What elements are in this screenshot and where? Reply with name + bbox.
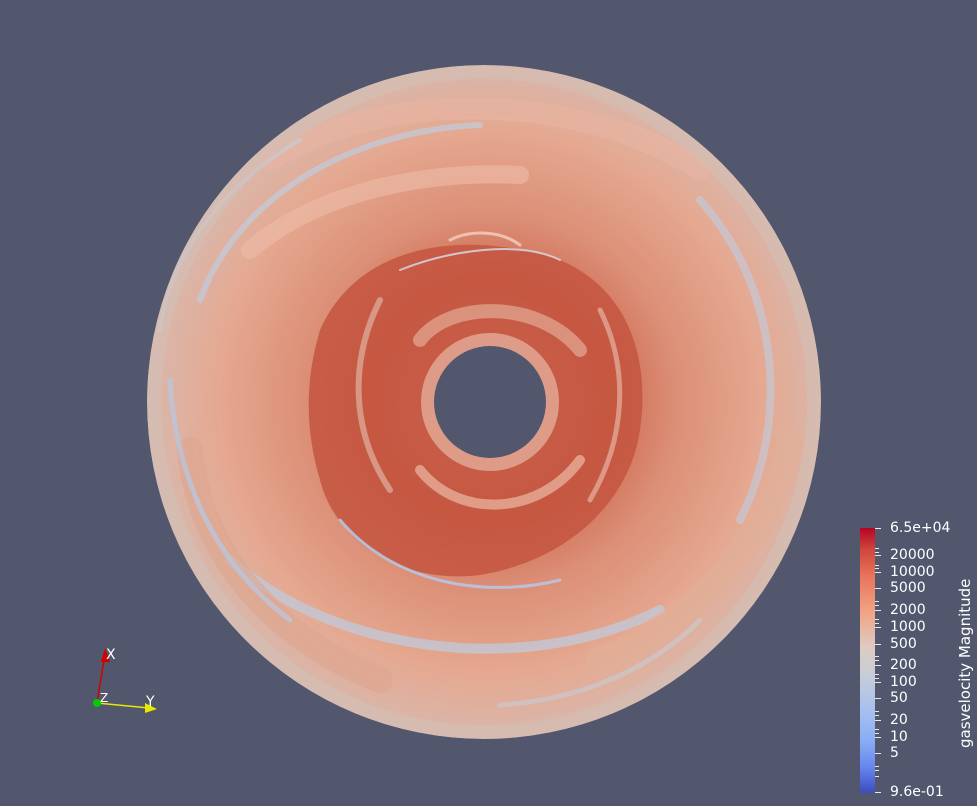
x-axis-line [96, 653, 106, 704]
color-legend[interactable]: 6.5e+04 20000 10000 5000 2000 1000 500 2… [860, 521, 977, 800]
tick-label-min: 9.6e-01 [890, 784, 944, 800]
tick-major [875, 528, 881, 529]
disk-ring [147, 65, 821, 739]
tick-minor [875, 623, 879, 624]
tick-major [875, 682, 881, 683]
x-axis-arrow [101, 648, 110, 662]
tick-label-5000: 5000 [890, 580, 926, 596]
tick-minor [875, 674, 879, 675]
tick-minor [875, 733, 879, 734]
tick-major [875, 665, 881, 666]
colorbar-gradient [860, 528, 875, 793]
tick-major [875, 627, 881, 628]
tick-label-10000: 10000 [890, 564, 935, 580]
tick-major [875, 698, 881, 699]
tick-minor [875, 552, 879, 553]
tick-major [875, 644, 881, 645]
tick-label-200: 200 [890, 657, 917, 673]
tick-minor [875, 565, 879, 566]
tick-label-5: 5 [890, 745, 899, 761]
tick-label-2000: 2000 [890, 602, 926, 618]
y-axis-line [96, 702, 150, 709]
tick-minor [875, 548, 879, 549]
y-axis-label: Y [146, 694, 155, 710]
z-axis-label: Z [100, 691, 109, 705]
tick-label-20: 20 [890, 712, 908, 728]
tick-major [875, 792, 881, 793]
tick-minor [875, 776, 879, 777]
tick-minor [875, 729, 879, 730]
tick-minor [875, 711, 879, 712]
orientation-axes[interactable]: X Z Y [85, 640, 170, 720]
tick-major [875, 737, 881, 738]
tick-minor [875, 660, 879, 661]
z-axis-dot [93, 699, 101, 707]
tick-minor [875, 656, 879, 657]
tick-minor [875, 678, 879, 679]
tick-major [875, 610, 881, 611]
tick-major [875, 555, 881, 556]
tick-major [875, 753, 881, 754]
tick-label-100: 100 [890, 674, 917, 690]
tick-major [875, 588, 881, 589]
tick-minor [875, 715, 879, 716]
tick-minor [875, 605, 879, 606]
tick-minor [875, 568, 879, 569]
tick-minor [875, 601, 879, 602]
tick-label-10: 10 [890, 729, 908, 745]
tick-label-20000: 20000 [890, 547, 935, 563]
tick-label-max: 6.5e+04 [890, 520, 951, 536]
x-axis-label: X [106, 647, 116, 663]
tick-minor [875, 619, 879, 620]
tick-minor [875, 766, 879, 767]
tick-label-50: 50 [890, 690, 908, 706]
colorbar-title: gasvelocity Magnitude [956, 578, 974, 748]
tick-major [875, 720, 881, 721]
y-axis-arrow [145, 703, 157, 713]
orientation-axes-svg [93, 648, 157, 713]
tick-major [875, 572, 881, 573]
tick-label-1000: 1000 [890, 619, 926, 635]
tick-label-500: 500 [890, 636, 917, 652]
tick-minor [875, 770, 879, 771]
